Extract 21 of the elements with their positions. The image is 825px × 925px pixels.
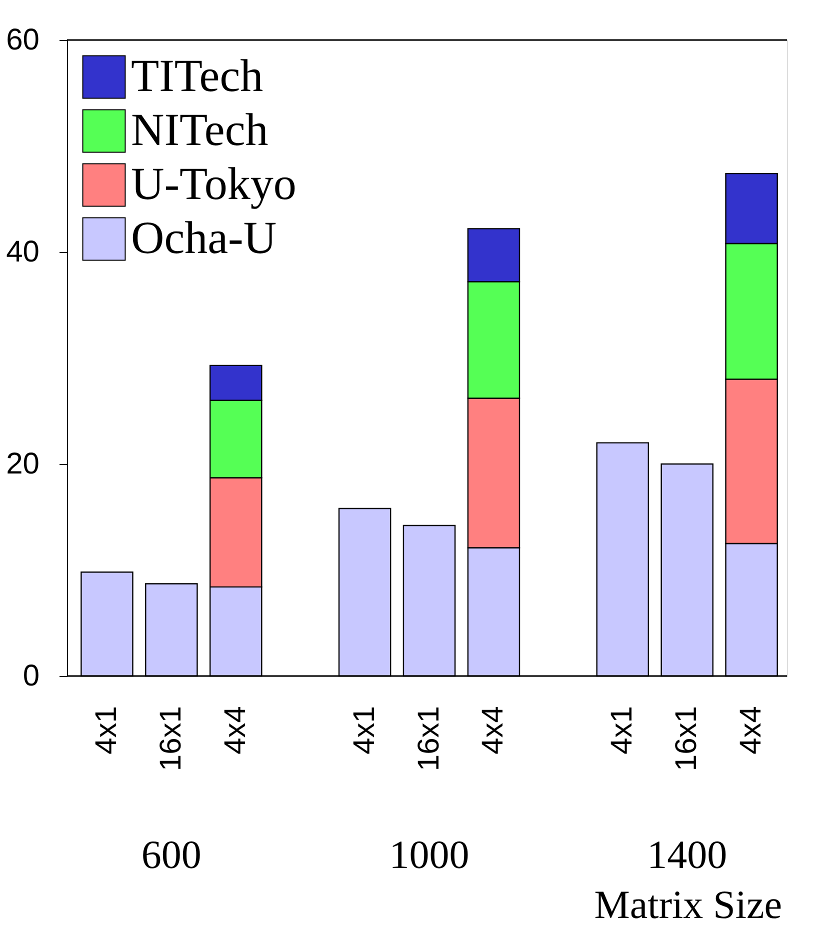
text: 600 (141, 832, 202, 877)
legend-label: U-Tokyo (131, 158, 296, 209)
legend-label: Ocha-U (131, 212, 277, 263)
text: 1000 (389, 832, 470, 877)
legend-label: NITech (131, 104, 268, 155)
x-tick-label: 16x1 (670, 706, 704, 772)
y-tick-label: 0 (22, 660, 40, 692)
text: 1400 (647, 832, 728, 877)
x-tick-label: 4x4 (734, 706, 768, 754)
x-tick-label: 4x4 (476, 706, 510, 754)
x-tick-label: 16x1 (412, 706, 446, 772)
y-tick-label: 60 (6, 24, 40, 56)
x-axis-title: Matrix Size (594, 882, 782, 925)
y-tick-label: 40 (6, 236, 40, 268)
x-tick-label: 4x4 (218, 706, 252, 754)
legend-label: TITech (131, 50, 264, 101)
x-tick-label: 4x1 (348, 706, 381, 754)
x-tick-label: 16x1 (154, 706, 188, 772)
x-tick-label: 4x1 (90, 706, 123, 754)
y-tick-label: 20 (6, 448, 40, 480)
x-tick-label: 4x1 (606, 706, 639, 754)
